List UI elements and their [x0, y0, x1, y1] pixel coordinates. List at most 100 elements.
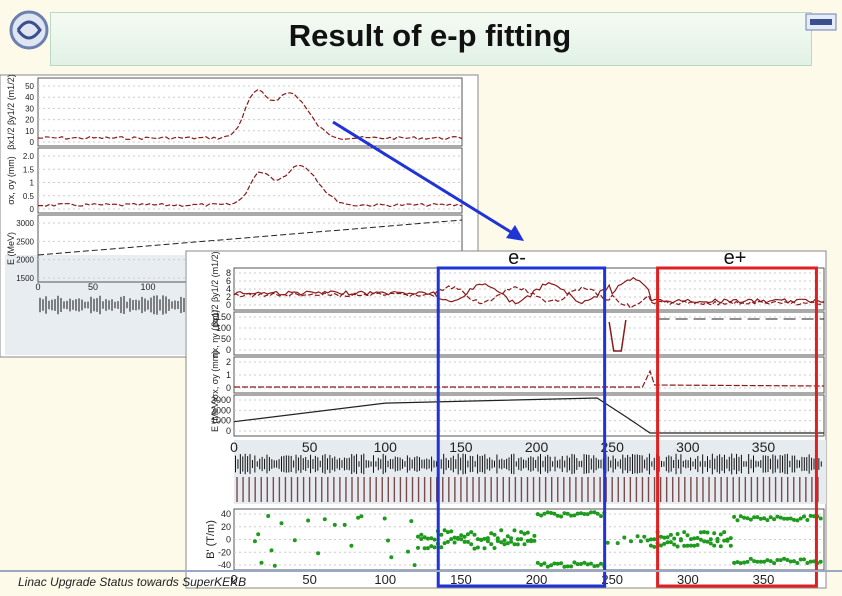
- front-bprime-point: [542, 511, 547, 516]
- front-x-tick-label: 150: [449, 439, 473, 455]
- front-bprime-point: [419, 532, 424, 537]
- front-bprime-point: [519, 530, 524, 534]
- front-bprime-point: [692, 543, 697, 548]
- front-bprime-point: [582, 512, 587, 516]
- front-bprime-point: [356, 515, 361, 520]
- pointer-arrow-head: [506, 225, 524, 241]
- front-bprime-point: [662, 535, 667, 540]
- front-bprime-point: [589, 510, 593, 515]
- front-bprime-point: [748, 556, 753, 561]
- front-x-tick-label: 300: [676, 439, 700, 455]
- front-y-tick-label: 1: [226, 370, 231, 380]
- front-bprime-point: [266, 514, 271, 518]
- front-y-tick-label: 6: [226, 276, 231, 286]
- front-bprime-point: [735, 518, 740, 523]
- positron-region-box: [656, 266, 818, 588]
- front-bprime-point: [505, 541, 510, 546]
- front-bprime-point: [712, 543, 717, 548]
- front-row-frame: [233, 311, 825, 356]
- front-bprime-point: [682, 530, 687, 535]
- front-bprime-point: [512, 542, 517, 547]
- front-y-tick-label: 2: [226, 357, 231, 367]
- front-bprime-point: [259, 560, 264, 565]
- front-y-tick-label: 2000: [211, 405, 231, 415]
- front-x-tick-label: 350: [753, 572, 775, 587]
- front-row-frame: [233, 394, 825, 437]
- front-bprime-point: [682, 543, 687, 548]
- front-bprime-point: [635, 534, 640, 539]
- back-y-tick-label: 40: [25, 93, 34, 102]
- front-bprime-point: [685, 543, 690, 548]
- positron-label: e+: [724, 247, 747, 269]
- front-bprime-point: [758, 516, 763, 521]
- front-bprime-point: [555, 561, 560, 566]
- back-y-axis-label: σx, σy (mm): [6, 156, 16, 205]
- slide-title: Result of e-p fitting: [288, 18, 572, 53]
- front-bprime-point: [705, 530, 710, 535]
- back-row-frame: [37, 147, 463, 214]
- front-bprime-point: [688, 537, 693, 542]
- back-y-tick-label: 2000: [16, 256, 34, 265]
- front-bprime-point: [562, 564, 567, 569]
- front-bprime-point: [665, 535, 670, 540]
- front-bprime-point: [638, 539, 643, 544]
- front-x-tick-label: 150: [450, 572, 472, 587]
- front-bprime-point: [549, 563, 554, 568]
- front-bprime-point: [752, 559, 757, 564]
- front-energy-series: [233, 397, 824, 434]
- back-y-tick-label: 0.5: [23, 192, 35, 201]
- front-bprime-point: [519, 537, 524, 542]
- front-bprime-point: [648, 543, 653, 548]
- front-bprime-point: [482, 536, 487, 541]
- front-bprime-point: [422, 546, 427, 551]
- back-y-tick-label: 20: [25, 116, 34, 125]
- front-bprime-point: [512, 528, 517, 533]
- front-bprime-point: [416, 545, 420, 550]
- front-bprime-point: [762, 516, 767, 521]
- front-bprime-point: [425, 536, 430, 541]
- front-bprime-point: [805, 561, 810, 565]
- front-bprime-point: [605, 540, 610, 545]
- front-y-tick-label: 0: [226, 535, 231, 545]
- front-bprime-point: [798, 516, 803, 521]
- front-bprime-point: [652, 544, 657, 549]
- front-bprime-point: [572, 560, 577, 565]
- front-bprime-point: [775, 558, 780, 562]
- front-bprime-point: [475, 537, 480, 542]
- front-bprime-point: [788, 516, 793, 521]
- front-bprime-point: [589, 561, 593, 566]
- front-bprime-point: [772, 561, 777, 566]
- front-bprime-point: [768, 559, 773, 564]
- electron-label: e-: [508, 247, 526, 269]
- front-bprime-point: [748, 517, 753, 522]
- front-bprime-point: [482, 546, 487, 551]
- front-bprime-point: [442, 541, 447, 546]
- front-y-tick-label: 0: [226, 426, 231, 436]
- front-bprime-point: [279, 521, 284, 526]
- front-bprime-point: [792, 559, 796, 564]
- front-y-tick-label: 0: [226, 383, 231, 393]
- front-bprime-point: [802, 557, 806, 562]
- front-bprime-point: [256, 532, 261, 537]
- front-x-tick-label: 250: [601, 439, 625, 455]
- front-bprime-point: [465, 532, 470, 537]
- front-bprime-point: [316, 551, 321, 556]
- front-bprime-point: [522, 542, 527, 547]
- institute-logo-icon: [805, 13, 837, 31]
- front-bprime-point: [479, 538, 484, 542]
- front-bprime-point: [442, 528, 447, 533]
- back-y-tick-label: 10: [25, 127, 34, 136]
- front-bprime-point: [818, 559, 823, 564]
- back-y-tick-label: 1: [30, 179, 35, 188]
- back-row-frame: [37, 77, 463, 147]
- back-y-tick-label: 1500: [16, 274, 34, 283]
- front-bprime-point: [652, 537, 657, 542]
- front-bprime-point: [509, 536, 514, 541]
- front-bprime-point: [459, 537, 464, 542]
- back-y-axis-label: βx1/2 βy1/2 (m1/2): [6, 74, 16, 149]
- front-bprime-point: [758, 559, 763, 564]
- front-y-axis-label: B' (T/m): [205, 520, 217, 559]
- front-bprime-point: [472, 532, 477, 537]
- front-y-tick-label: 20: [221, 522, 231, 532]
